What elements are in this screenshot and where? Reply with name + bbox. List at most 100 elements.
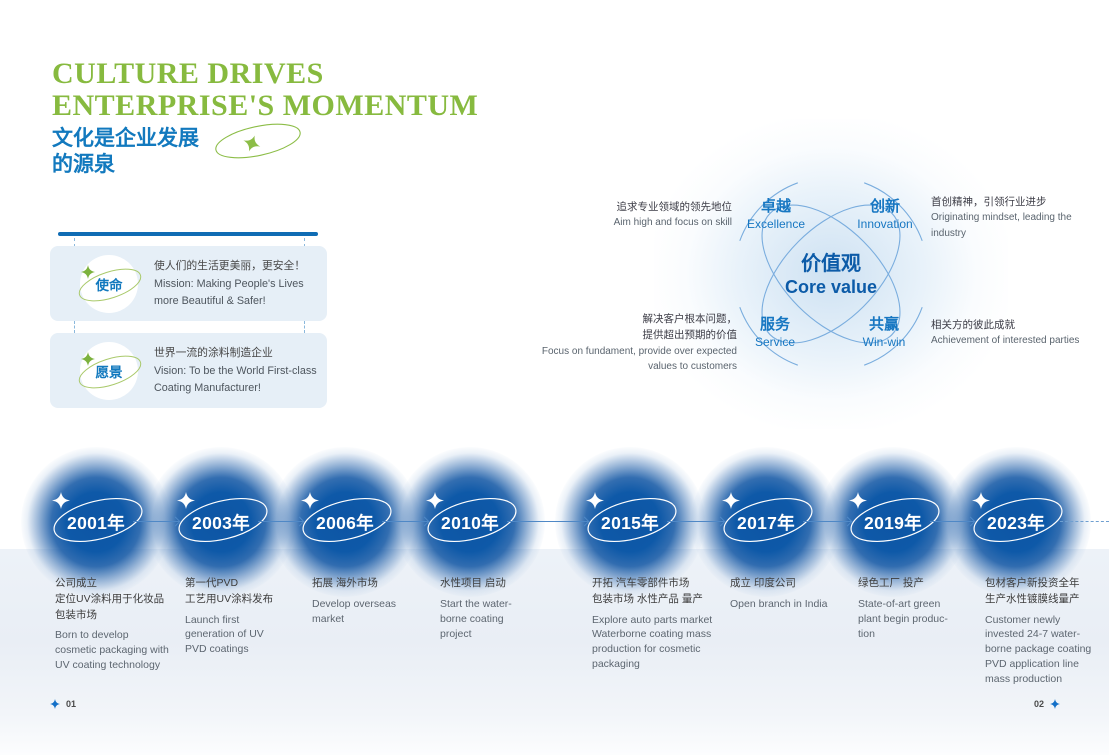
value-service-en: Service xyxy=(754,334,796,349)
timeline-year: 2010年 xyxy=(441,513,499,533)
page-title-line2: ENTERPRISE'S MOMENTUM xyxy=(52,89,479,122)
desc-cn: 拓展 海外市场 xyxy=(312,577,378,589)
orbit-sparkle-icon xyxy=(301,492,392,543)
annotation-winwin: 相关方的彼此成就 Achievement of interested parti… xyxy=(931,317,1106,349)
timeline-desc-2001: 公司成立 定位UV涂料用于化妆品 包装市场 Born to develop co… xyxy=(55,576,183,673)
dashed-connector xyxy=(74,321,75,333)
vision-card: 愿景 世界一流的涂料制造企业 Vision: To be the World F… xyxy=(50,333,327,408)
core-value-center-cn: 价值观 xyxy=(800,253,861,276)
desc-en: Customer newly invested 24-7 water- born… xyxy=(985,613,1092,686)
timeline-node-2023: 2023年 xyxy=(941,447,1091,597)
core-value-center: 价值观 Core value xyxy=(785,251,877,299)
timeline-arrow xyxy=(133,521,179,522)
mission-text-en: Mission: Making People's Lives more Beau… xyxy=(154,278,304,307)
timeline-desc-2010: 水性项目 启动 Start the water- borne coating p… xyxy=(440,576,545,641)
orbit-sparkle-icon xyxy=(722,492,813,543)
timeline-desc-2006: 拓展 海外市场 Develop overseas market xyxy=(312,576,422,627)
desc-en: Born to develop cosmetic packaging with … xyxy=(55,629,169,672)
timeline-year: 2023年 xyxy=(987,513,1045,533)
value-service-cn: 服务 xyxy=(759,316,791,334)
dashed-connector xyxy=(304,238,305,247)
desc-cn: 开拓 汽车零部件市场 包装市场 水性产品 量产 xyxy=(592,577,703,605)
desc-cn: 水性项目 启动 xyxy=(440,577,506,589)
desc-en: Start the water- borne coating project xyxy=(440,597,512,640)
page-number-left-value: 01 xyxy=(66,699,77,709)
timeline-arrow xyxy=(382,521,428,522)
orbit-sparkle-icon xyxy=(52,492,143,543)
desc-en: State-of-art green plant begin produc- t… xyxy=(858,597,948,640)
mission-badge: 使命 xyxy=(78,254,142,313)
timeline-desc-2019: 绿色工厂 投产 State-of-art green plant begin p… xyxy=(858,576,970,641)
timeline-year: 2019年 xyxy=(864,513,922,533)
value-excellence-cn: 卓越 xyxy=(760,198,791,216)
page-title-line1: CULTURE DRIVES xyxy=(52,57,324,90)
timeline-desc-2023: 包材客户新投资全年 生产水性镀膜线量产 Customer newly inves… xyxy=(985,576,1109,687)
sparkle-icon xyxy=(50,699,60,709)
annotation-excellence-en: Aim high and focus on skill xyxy=(613,217,732,229)
vision-badge: 愿景 xyxy=(78,341,142,400)
annotation-service: 解决客户根本问题， 提供超出预期的价值 Focus on fundament, … xyxy=(507,311,737,375)
timeline-node-2001: 2001年 xyxy=(21,447,171,597)
orbit-sparkle-icon xyxy=(426,492,517,543)
desc-en: Launch first generation of UV PVD coatin… xyxy=(185,613,264,656)
orbit-sparkle-icon xyxy=(215,123,301,159)
timeline-desc-2003: 第一代PVD 工艺用UV涂料发布 Launch first generation… xyxy=(185,576,303,657)
orbit-sparkle-icon xyxy=(78,264,142,301)
desc-cn: 第一代PVD 工艺用UV涂料发布 xyxy=(185,577,274,605)
page-subtitle-cn: 文化是企业发展 的源泉 xyxy=(52,127,199,176)
timeline-arrow xyxy=(667,521,724,522)
timeline-year: 2006年 xyxy=(316,513,374,533)
annotation-service-en: Focus on fundament, provide over expecte… xyxy=(541,345,737,373)
core-values-glow xyxy=(654,119,1008,429)
orbit-sparkle-icon xyxy=(78,351,142,388)
annotation-winwin-cn: 相关方的彼此成就 xyxy=(931,319,1015,331)
orbit-sparkle-icon xyxy=(972,492,1063,543)
value-winwin-en: Win-win xyxy=(862,334,906,349)
annotation-innovation-cn: 首创精神，引领行业进步 xyxy=(931,196,1047,208)
timeline-desc-2015: 开拓 汽车零部件市场 包装市场 水性产品 量产 Explore auto par… xyxy=(592,576,734,672)
sparkle-icon xyxy=(1050,699,1060,709)
desc-en: Develop overseas market xyxy=(312,597,397,625)
timeline-arrow xyxy=(258,521,303,522)
annotation-excellence: 追求专业领域的领先地位 Aim high and focus on skill xyxy=(532,199,732,231)
petal-ellipses-icon xyxy=(739,182,923,366)
page-title: CULTURE DRIVES ENTERPRISE'S MOMENTUM xyxy=(52,58,478,122)
vision-text-en: Vision: To be the World First-class Coat… xyxy=(154,365,317,394)
vision-text-cn: 世界一流的涂料制造企业 xyxy=(154,347,273,360)
desc-en: Open branch in India xyxy=(730,597,828,610)
value-winwin: 共赢 Win-win xyxy=(863,316,906,350)
core-value-center-en: Core value xyxy=(784,277,878,298)
timeline-desc-2017: 成立 印度公司 Open branch in India xyxy=(730,576,855,612)
value-innovation-cn: 创新 xyxy=(869,198,901,216)
vision-badge-label: 愿景 xyxy=(95,364,123,380)
desc-en: Explore auto parts market Waterborne coa… xyxy=(592,613,713,671)
annotation-excellence-cn: 追求专业领域的领先地位 xyxy=(616,201,733,213)
timeline-node-2015: 2015年 xyxy=(555,447,705,597)
desc-cn: 包材客户新投资全年 生产水性镀膜线量产 xyxy=(985,577,1080,605)
timeline-arrow xyxy=(507,521,588,522)
timeline-arrow xyxy=(803,521,851,522)
core-values-diagram: 卓越 Excellence 创新 Innovation 服务 Service 共… xyxy=(654,119,1008,429)
timeline-year: 2001年 xyxy=(67,513,125,533)
orbit-sparkle-icon xyxy=(177,492,268,543)
timeline-year: 2015年 xyxy=(601,513,659,533)
timeline-arrow xyxy=(930,521,974,522)
timeline-year: 2003年 xyxy=(192,513,250,533)
mission-text-cn: 使人们的生活更美丽，更安全！ xyxy=(154,260,306,273)
mission-badge-label: 使命 xyxy=(95,277,123,293)
annotation-winwin-en: Achievement of interested parties xyxy=(931,335,1080,347)
desc-cn: 公司成立 定位UV涂料用于化妆品 包装市场 xyxy=(55,577,165,621)
orbit-sparkle-icon xyxy=(849,492,940,543)
value-service: 服务 Service xyxy=(755,316,795,350)
timeline-dashed-continuation xyxy=(1060,521,1109,522)
timeline-node-2010: 2010年 xyxy=(395,447,545,597)
dashed-connector xyxy=(74,238,75,247)
annotation-innovation: 首创精神，引领行业进步 Originating mindset, leading… xyxy=(931,194,1101,241)
value-innovation: 创新 Innovation xyxy=(857,198,912,232)
value-excellence-en: Excellence xyxy=(746,216,806,231)
value-innovation-en: Innovation xyxy=(857,216,913,231)
page-number-right: 02 xyxy=(1034,699,1060,709)
orbit-sparkle-icon xyxy=(586,492,677,543)
value-excellence: 卓越 Excellence xyxy=(747,198,805,232)
